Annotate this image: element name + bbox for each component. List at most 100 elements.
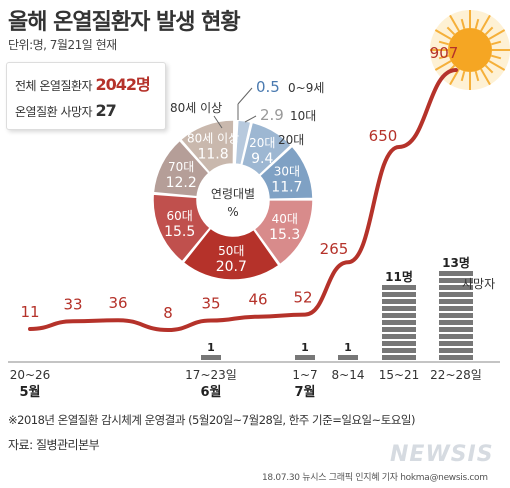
sun-ray: [480, 14, 491, 32]
donut-center-label: 연령대별: [211, 187, 255, 201]
patient-value-label: 36: [108, 294, 127, 312]
sun-ray: [434, 60, 452, 71]
pie-slice-value: 12.2: [166, 175, 197, 191]
deaths-value: 27: [95, 101, 116, 120]
patient-value-label: 8: [163, 304, 173, 322]
sun-ray: [438, 40, 450, 46]
death-bar-segment: [382, 320, 416, 325]
sun-ray: [490, 54, 502, 60]
death-bar-segment: [439, 334, 473, 339]
sun-ray: [474, 18, 480, 30]
x-tick-label: 8~14: [332, 368, 365, 382]
deaths-label: 온열질환 사망자: [15, 105, 93, 119]
patient-value-label: 907: [430, 44, 459, 62]
x-tick-label: 20~26: [10, 368, 51, 382]
patients-label: 전체 온열질환자: [15, 79, 93, 93]
pie-slice-value: 20.7: [216, 259, 247, 275]
pie-slice-label: 60대: [167, 209, 193, 223]
sun-disc: [448, 28, 492, 72]
sun-ray: [490, 40, 502, 46]
patient-value-label: 52: [293, 289, 312, 307]
watermark: NEWSIS: [390, 442, 494, 467]
death-bar-segment: [439, 341, 473, 346]
patient-value-label: 11: [20, 303, 39, 321]
patient-series-line: [28, 68, 458, 332]
patient-value-label: 35: [201, 295, 220, 313]
footnote: ※2018년 온열질환 감시체계 운영결과 (5월20일~7월28일, 한주 기…: [8, 413, 415, 427]
death-bar-segment: [439, 292, 473, 297]
unit-subtitle: 단위:명, 7월21일 현재: [8, 38, 117, 52]
donut-hole: [199, 166, 267, 234]
death-bar-segment: [439, 285, 473, 290]
sun-ray: [434, 29, 452, 40]
death-bar-segment: [295, 355, 315, 360]
death-bar-segment: [439, 299, 473, 304]
death-bar-segment: [201, 355, 221, 360]
pie-callout-leader: [213, 115, 223, 129]
patients-row: 전체 온열질환자 2042명: [15, 71, 151, 95]
death-bar-segment: [382, 334, 416, 339]
death-bar-label: 1: [207, 341, 215, 354]
pie-slice: [152, 139, 211, 198]
pie-callout-leader: [244, 115, 257, 123]
death-bar-label: 11명: [385, 270, 413, 284]
death-bar-segment: [439, 306, 473, 311]
pie-slice-value: 15.3: [269, 227, 300, 243]
deaths-row: 온열질환 사망자 27: [15, 101, 117, 120]
pie-slice: [179, 119, 235, 174]
pie-callout-label: 0~9세: [288, 81, 324, 95]
sun-ray: [484, 26, 494, 36]
sun-ray: [449, 14, 460, 32]
death-bar-segment: [382, 299, 416, 304]
death-bar-segment: [382, 355, 416, 360]
death-bar-segment: [382, 341, 416, 346]
donut-center-unit: %: [227, 205, 238, 219]
month-label: 5월: [19, 384, 40, 400]
age-donut-chart: 20대9.430대11.740대15.350대20.760대15.570대12.…: [152, 78, 324, 281]
death-bar-segment: [382, 327, 416, 332]
death-bar-segment: [439, 313, 473, 318]
pie-slice-label: 80세 이상: [187, 132, 239, 146]
pie-slice: [152, 193, 212, 263]
pie-callout-label: 80세 이상: [170, 101, 222, 115]
sun-ray: [484, 64, 494, 74]
pie-callout-label: 20대: [278, 133, 304, 147]
death-bar-segment: [439, 348, 473, 353]
pie-callout-label: 10대: [290, 109, 316, 123]
pie-slice-label: 30대: [274, 165, 300, 179]
pie-slice-value: 9.4: [251, 151, 273, 167]
pie-slice: [258, 145, 314, 201]
pie-callout-value: 0.5: [256, 78, 280, 96]
summary-box: 전체 온열질환자 2042명 온열질환 사망자 27: [6, 62, 166, 130]
death-bar-segment: [439, 278, 473, 283]
death-bar-segment: [439, 355, 473, 360]
sun-ray: [460, 70, 466, 82]
patients-value: 2042명: [95, 75, 150, 94]
month-label: 7월: [294, 384, 315, 400]
sun-ray: [460, 18, 466, 30]
death-bar-label: 1: [344, 341, 352, 354]
death-bar-segment: [382, 285, 416, 290]
sun-ray: [446, 26, 456, 36]
sun-ray: [449, 68, 460, 86]
death-bar-segment: [382, 313, 416, 318]
sun-ray: [488, 60, 506, 71]
patient-value-label: 650: [369, 127, 398, 145]
death-legend-label: 사망자: [462, 277, 495, 291]
source: 자료: 질병관리본부: [8, 438, 100, 452]
x-tick-label: 22~28일: [430, 368, 482, 382]
patient-value-label: 46: [248, 291, 267, 309]
death-bar-segment: [382, 348, 416, 353]
x-tick-label: 17~23일: [185, 368, 237, 382]
death-bar-label: 13명: [442, 256, 470, 270]
sun-ray: [480, 68, 491, 86]
pie-slice-label: 50대: [218, 244, 244, 258]
pie-slice-label: 70대: [168, 160, 194, 174]
death-bar-segment: [338, 355, 358, 360]
x-tick-label: 1~7: [292, 368, 317, 382]
credit: 18.07.30 뉴시스 그래픽 인지혜 기자 hokma@newsis.com: [262, 473, 488, 483]
death-bar-segment: [439, 327, 473, 332]
pie-slice-value: 11.7: [271, 180, 302, 196]
